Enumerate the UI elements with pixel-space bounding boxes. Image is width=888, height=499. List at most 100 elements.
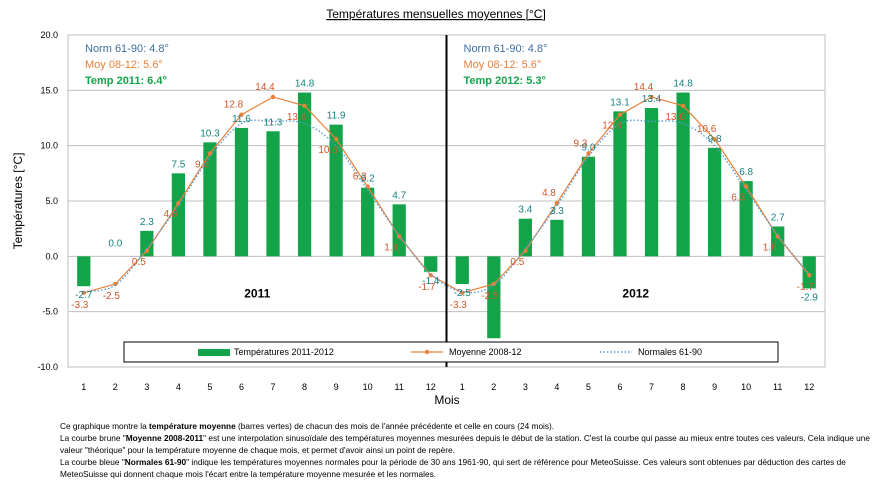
temperature-bar: [771, 226, 785, 257]
bar-value-label: 14.8: [673, 79, 693, 90]
bar-value-label: -2.9: [801, 292, 819, 303]
chart-caption: Ce graphique montre la température moyen…: [60, 420, 870, 480]
moyenne-value-label: 0.5: [510, 257, 524, 268]
moyenne-point: [680, 103, 686, 109]
x-tick-label: 9: [712, 382, 717, 392]
info-moy: Moy 08-12: 5.6°: [85, 59, 163, 71]
axes-layer: -10.0-5.00.05.010.015.020.01 2 3 4 5 6 7 8 9 10 11…: [11, 7, 814, 407]
moyenne-point: [617, 112, 623, 117]
moyenne-value-label: -2.5: [103, 291, 121, 302]
moyenne-value-label: 12.8: [224, 100, 244, 111]
legend-label-moyenne: Moyenne 2008-12: [449, 347, 522, 357]
temperature-bar: [581, 156, 596, 257]
moyenne-value-label: 6.3: [353, 172, 367, 183]
temperature-bar: [361, 187, 375, 257]
moyenne-value-label: 14.4: [255, 82, 275, 93]
moyenne-point: [807, 272, 812, 278]
x-tick-label: 11: [395, 382, 404, 392]
x-tick-label: 2: [491, 382, 496, 392]
legend-line-marker: [424, 349, 430, 355]
legend-layer: Températures 2011-2012 Moyenne 2008-12 Nor…: [123, 341, 779, 363]
moyenne-value-label: 13.6: [665, 112, 685, 123]
bar-value-label: 10.3: [200, 128, 220, 139]
moyenne-value-label: 14.4: [634, 82, 654, 93]
legend-box: [123, 341, 779, 363]
bar-value-label: -2.7: [75, 290, 93, 301]
x-tick-label: 5: [207, 382, 212, 392]
moyenne-point: [302, 103, 307, 109]
temperature-bar: [707, 147, 722, 257]
moyenne-point: [144, 248, 150, 253]
x-tick-label: 12: [804, 382, 814, 392]
caption-line-1: Ce graphique montre la température moyen…: [60, 421, 555, 431]
x-tick-label: 1: [81, 382, 86, 392]
bar-value-label: 4.7: [392, 190, 406, 201]
moyenne-point: [239, 112, 244, 117]
y-tick-label: -10.0: [37, 362, 58, 372]
x-tick-label: 6: [239, 382, 244, 392]
legend-label-normales: Normales 61-90: [638, 347, 702, 357]
x-tick-label: 8: [302, 382, 307, 392]
moyenne-point: [428, 272, 433, 278]
x-tick-label: 9: [334, 382, 339, 392]
temperature-bar: [329, 124, 343, 257]
temperature-bar: [739, 181, 753, 257]
info-moy: Moy 08-12: 5.6°: [464, 59, 542, 71]
temperature-bar: [140, 230, 154, 257]
moyenne-point: [207, 151, 213, 156]
moyenne-value-label: -2.5: [481, 291, 499, 302]
x-tick-label: 4: [554, 382, 559, 392]
bar-value-label: 6.8: [739, 167, 753, 178]
y-tick-label: -5.0: [42, 307, 58, 317]
moyenne-value-label: 4.8: [163, 209, 177, 220]
moyenne-value-label: -1.7: [418, 282, 436, 293]
temperature-bar: [77, 256, 91, 287]
x-tick-label: 12: [426, 382, 436, 392]
bar-value-label: -2.5: [454, 288, 472, 299]
moyenne-value-label: 1.8: [384, 242, 398, 253]
moyenne-value-label: 12.8: [602, 121, 622, 132]
moyenne-point: [333, 136, 339, 142]
bar-value-label: 7.5: [171, 159, 185, 170]
legend-label-bars: Températures 2011-2012: [234, 347, 334, 357]
temperature-bar: [455, 256, 469, 284]
legend-bar-swatch: [198, 349, 230, 356]
x-tick-label: 6: [617, 382, 622, 392]
moyenne-value-label: 9.3: [195, 159, 209, 170]
x-tick-label: 7: [271, 382, 276, 392]
temperature-bar: [234, 127, 249, 257]
labels-layer: -2.7 0.0 2.3 7.5 10.3 11.6 11.3 14.8 11.9 6.2 4.7 -…: [71, 43, 818, 353]
x-tick-label: 10: [363, 382, 373, 392]
moyenne-value-label: 9.3: [573, 138, 587, 149]
moyenne-point: [270, 94, 276, 100]
x-tick-label: 8: [681, 382, 686, 392]
moyenne-value-label: 0.5: [132, 257, 146, 268]
x-tick-label: 2: [113, 382, 118, 392]
bars-layer: [77, 92, 816, 339]
moyenne-value-label: 13.6: [287, 112, 307, 123]
temperature-bar: [171, 173, 186, 257]
bar-value-label: 11.3: [264, 117, 283, 128]
temperature-bar: [392, 204, 406, 257]
y-tick-label: 10.0: [40, 141, 58, 151]
moyenne-point: [649, 94, 654, 100]
moyenne-value-label: -1.7: [797, 282, 815, 293]
temperature-bar: [266, 131, 280, 257]
bar-value-label: 0.0: [108, 238, 122, 249]
x-axis-label: Mois: [434, 393, 459, 407]
moyenne-point: [554, 201, 560, 206]
chart-title: Températures mensuelles moyennes [°C]: [326, 7, 546, 21]
moyenne-point: [176, 201, 181, 206]
bar-value-label: 13.4: [642, 94, 662, 105]
info-temp: Temp 2012: 5.3°: [464, 75, 546, 87]
bar-value-label: 9.0: [581, 143, 595, 154]
x-tick-label: 4: [176, 382, 181, 392]
x-tick-label: 1: [460, 382, 465, 392]
bar-value-label: 11.6: [232, 114, 251, 125]
temperature-bar: [297, 92, 312, 257]
bar-value-label: 6.2: [361, 174, 375, 185]
temperature-bar: [203, 142, 217, 257]
y-tick-label: 20.0: [40, 30, 58, 40]
temperature-bar: [676, 92, 690, 257]
bar-value-label: 11.9: [327, 111, 346, 122]
